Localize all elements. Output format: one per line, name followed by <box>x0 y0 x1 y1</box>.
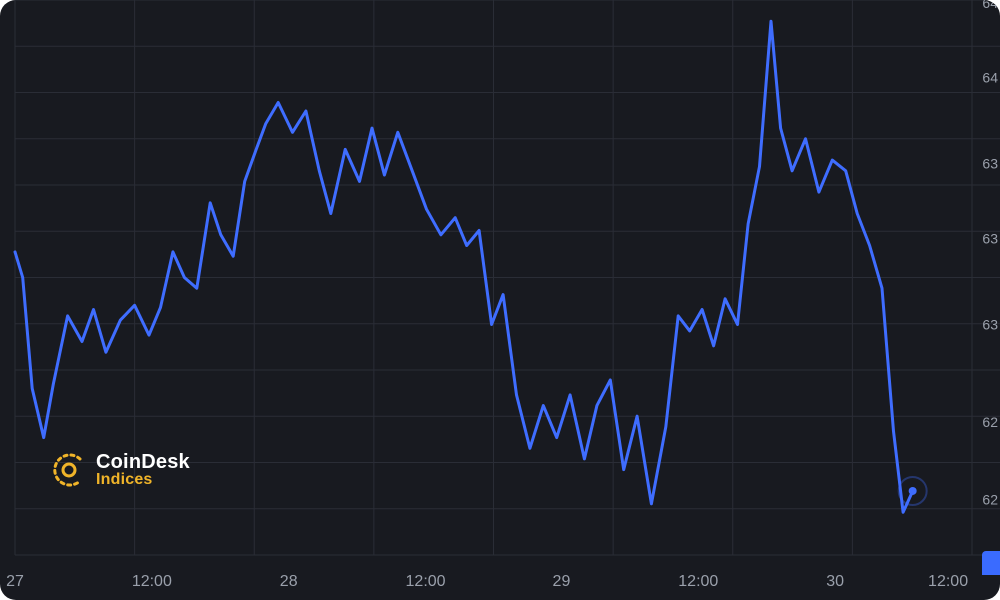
toolbar-chip[interactable] <box>982 551 1000 575</box>
svg-text:62: 62 <box>982 414 998 430</box>
svg-text:12:00: 12:00 <box>406 573 446 590</box>
svg-text:28: 28 <box>280 573 298 590</box>
svg-text:63: 63 <box>982 317 998 333</box>
brand-logo-text: CoinDesk Indices <box>96 452 190 488</box>
svg-text:63: 63 <box>982 156 998 172</box>
svg-text:64: 64 <box>982 70 998 86</box>
brand-logo-mark <box>52 453 86 487</box>
chart-container: 27 12:00 28 12:00 29 12:00 30 12:00 62 62 63 63 63 64… <box>0 0 1000 600</box>
svg-text:63: 63 <box>982 231 998 247</box>
svg-text:12:00: 12:00 <box>132 573 172 590</box>
svg-text:12:00: 12:00 <box>678 573 718 590</box>
brand-name: CoinDesk <box>96 452 190 472</box>
brand-subname: Indices <box>96 472 190 488</box>
svg-text:29: 29 <box>553 573 571 590</box>
chart-svg: 27 12:00 28 12:00 29 12:00 30 12:00 62 62 63 63 63 64… <box>0 0 1000 600</box>
price-chart[interactable]: 27 12:00 28 12:00 29 12:00 30 12:00 62 62 63 63 63 64… <box>0 0 1000 600</box>
svg-text:30: 30 <box>826 573 844 590</box>
svg-text:62: 62 <box>982 492 998 508</box>
svg-text:27: 27 <box>6 573 24 590</box>
svg-text:12:00: 12:00 <box>928 573 968 590</box>
brand-logo: CoinDesk Indices <box>52 452 190 488</box>
svg-text:64: 64 <box>982 0 998 11</box>
